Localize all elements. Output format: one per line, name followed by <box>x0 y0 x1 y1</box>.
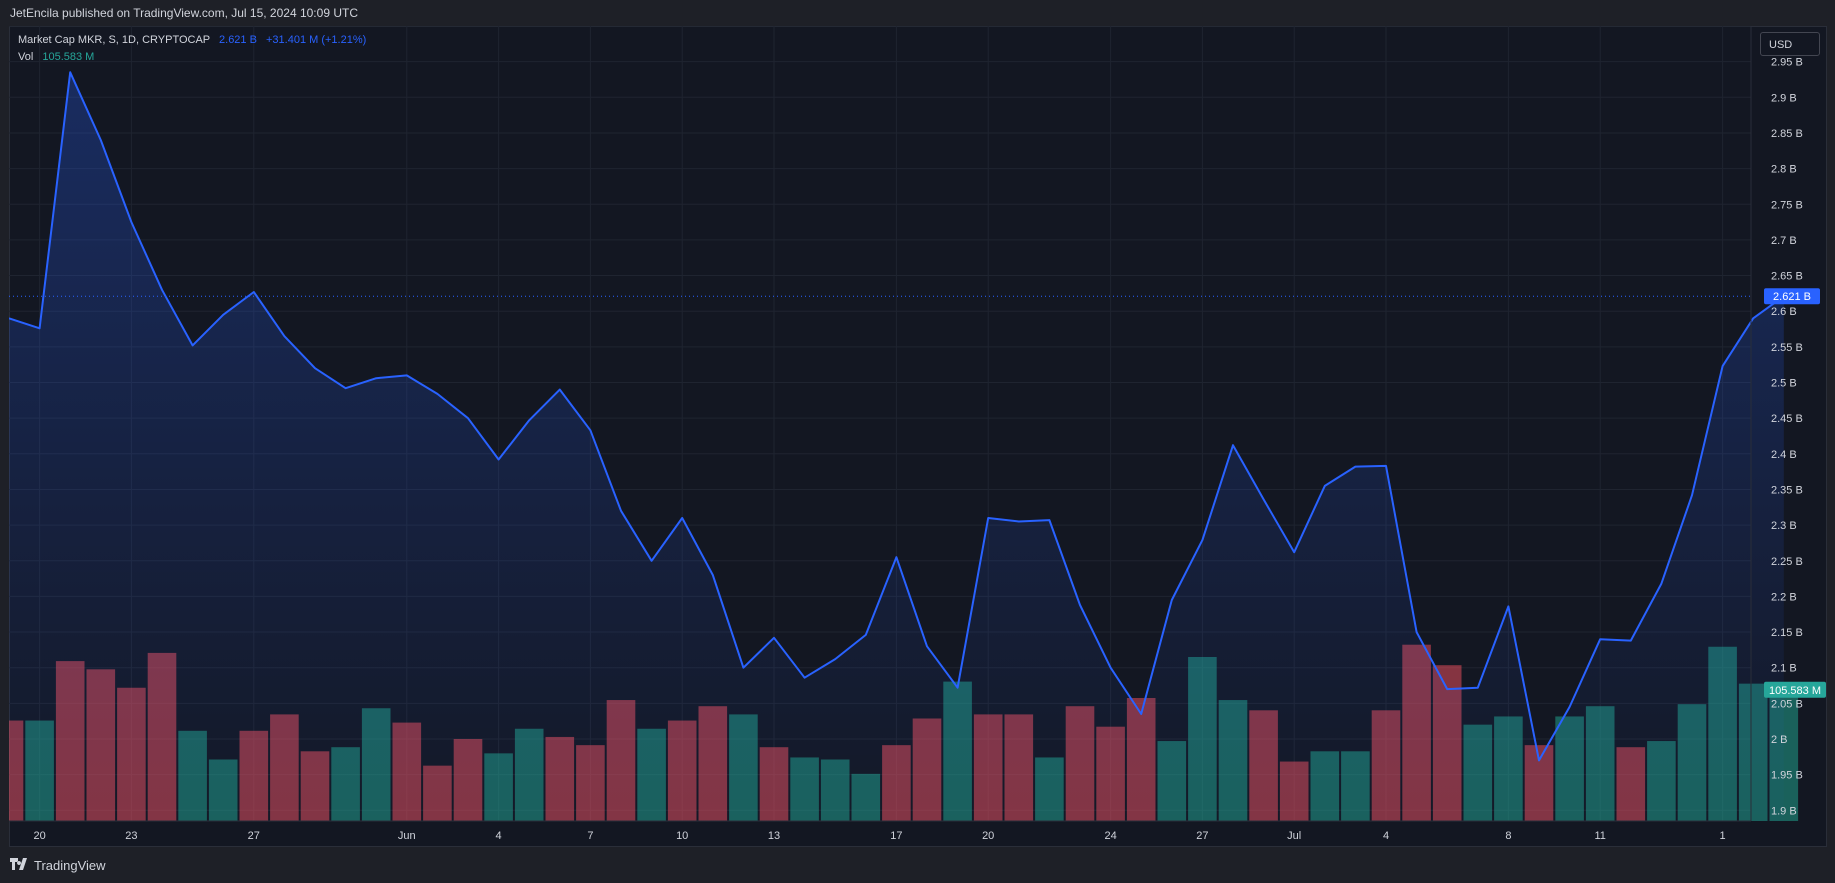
volume-tag-label: 105.583 M <box>1769 685 1821 697</box>
y-tick-label: 2.4 B <box>1771 449 1797 461</box>
y-tick-label: 2.75 B <box>1771 199 1803 211</box>
price-line <box>9 71 1785 762</box>
y-tick-label: 2 B <box>1771 734 1788 746</box>
volume-legend: Vol 105.583 M <box>18 51 94 63</box>
x-tick-label: 1 <box>1720 830 1726 842</box>
x-axis: 20 23 27 Jun 4 7 10 13 17 20 24 27 Jul 4 8 11 1 <box>9 820 1751 842</box>
price-tag <box>1764 288 1820 305</box>
x-tick-label: Jul <box>1287 830 1301 842</box>
x-tick-label: 4 <box>1383 830 1389 842</box>
y-tick-label: 2.95 B <box>1771 57 1803 69</box>
y-tick-label: 2.35 B <box>1771 484 1803 496</box>
x-tick-label: 20 <box>982 830 994 842</box>
x-tick-label: 13 <box>768 830 780 842</box>
y-tick-label: 2.05 B <box>1771 698 1803 710</box>
y-tick-label: 2.1 B <box>1771 663 1797 675</box>
y-tick-label: 1.95 B <box>1771 770 1803 782</box>
y-tick-label: 2.55 B <box>1771 342 1803 354</box>
publisher-line: JetEncila published on TradingView.com, … <box>10 6 358 20</box>
volume-tag <box>1764 681 1826 698</box>
x-tick-label: 7 <box>587 830 593 842</box>
value-tags: 2.621 B 105.583 M <box>1764 288 1826 698</box>
price-area <box>9 71 1785 822</box>
x-tick-label: Jun <box>398 830 416 842</box>
y-tick-label: 1.9 B <box>1771 805 1797 817</box>
y-tick-label: 2.6 B <box>1771 306 1797 318</box>
y-tick-label: 2.25 B <box>1771 556 1803 568</box>
price-area-fill <box>9 72 1784 822</box>
y-tick-label: 2.15 B <box>1771 627 1803 639</box>
y-tick-label: 2.3 B <box>1771 520 1797 532</box>
price-tag-label: 2.621 B <box>1773 291 1811 303</box>
y-tick-label: 2.7 B <box>1771 235 1797 247</box>
y-axis: 2.95 B 2.9 B 2.85 B 2.8 B 2.75 B 2.7 B 2.65 B 2… <box>1750 26 1803 821</box>
volume-value: 105.583 M <box>42 51 95 63</box>
series-value: 2.621 B <box>219 34 257 46</box>
series-change: +31.401 M (+1.21%) <box>266 34 367 46</box>
footer-brand: TradingView <box>10 858 106 873</box>
x-tick-label: 27 <box>248 830 260 842</box>
x-tick-label: 10 <box>676 830 688 842</box>
x-tick-label: 11 <box>1594 830 1605 842</box>
tradingview-logo-icon <box>10 858 30 873</box>
x-tick-label: 8 <box>1505 830 1511 842</box>
x-tick-label: 17 <box>890 830 902 842</box>
y-tick-label: 2.5 B <box>1771 378 1797 390</box>
x-tick-label: 24 <box>1104 830 1116 842</box>
series-name: Market Cap MKR, S, 1D, CRYPTOCAP <box>18 34 210 46</box>
y-tick-label: 2.8 B <box>1771 164 1797 176</box>
y-tick-label: 2.9 B <box>1771 92 1797 104</box>
x-tick-label: 23 <box>125 830 137 842</box>
y-tick-label: 2.2 B <box>1771 591 1797 603</box>
x-tick-label: 20 <box>33 830 45 842</box>
main-legend: Market Cap MKR, S, 1D, CRYPTOCAP 2.621 B… <box>18 34 366 46</box>
x-tick-label: 4 <box>496 830 502 842</box>
currency-button[interactable]: USD <box>1760 32 1820 56</box>
market-cap-chart[interactable]: 2.95 B 2.9 B 2.85 B 2.8 B 2.75 B 2.7 B 2.65 B 2… <box>9 26 1827 847</box>
footer-brand-name: TradingView <box>34 858 106 873</box>
y-tick-label: 2.65 B <box>1771 271 1803 283</box>
x-tick-label: 27 <box>1196 830 1208 842</box>
volume-name: Vol <box>18 51 34 63</box>
y-tick-label: 2.85 B <box>1771 128 1803 140</box>
y-tick-label: 2.45 B <box>1771 413 1803 425</box>
